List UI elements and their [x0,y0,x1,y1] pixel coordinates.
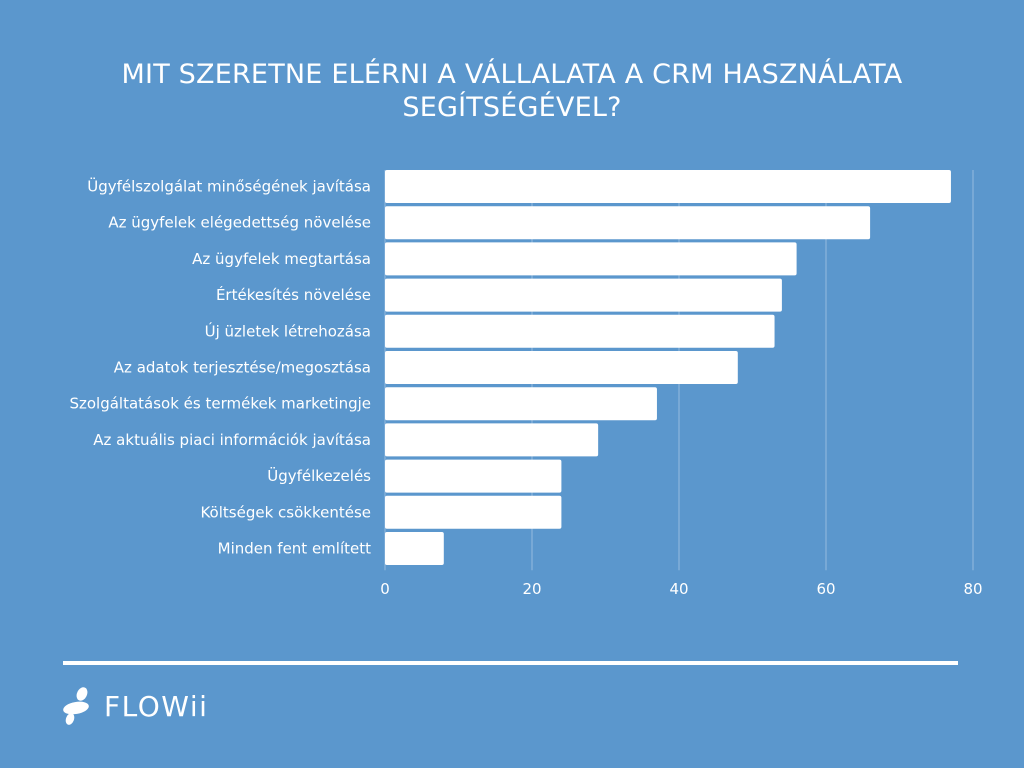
x-tick-label: 60 [816,580,835,598]
bar [385,532,444,565]
bar [385,170,951,203]
category-label: Minden fent említett [218,540,371,558]
brand-logo: FLOWii [62,686,208,726]
category-label: Szolgáltatások és termékek marketingje [69,395,371,413]
bar [385,206,871,240]
x-tick-label: 40 [669,580,688,598]
x-tick-label: 80 [963,580,982,598]
chart-bars [385,170,951,565]
x-tick-label: 20 [522,580,541,598]
category-labels: Ügyfélszolgálat minőségének javítása Az ü… [69,177,371,558]
chart-title-line-1: MIT SZERETNE ELÉRNI A VÁLLALATA A CRM HA… [121,59,903,90]
category-label: Értékesítés növelése [216,285,371,304]
bar [385,242,797,276]
bar [385,423,599,457]
bar [385,351,738,384]
x-tick-label: 0 [380,580,390,598]
category-label: Az aktuális piaci információk javítása [93,431,371,449]
category-label: Az ügyfelek megtartása [192,250,371,268]
bar [385,387,657,421]
category-label: Az adatok terjesztése/megosztása [114,359,371,377]
category-label: Költségek csökkentése [200,503,371,521]
category-label: Az ügyfelek elégedettség növelése [108,214,371,232]
category-label: Ügyfélkezelés [267,466,371,485]
bar [385,459,562,493]
chart-title: MIT SZERETNE ELÉRNI A VÁLLALATA A CRM HA… [0,58,1024,124]
brand-name: FLOWii [104,689,209,723]
bar [385,495,562,529]
footer-divider [63,661,958,665]
category-label: Ügyfélszolgálat minőségének javítása [87,177,371,196]
bar [385,278,782,312]
x-axis-tick-labels: 0 20 40 60 80 [380,580,982,598]
category-label: Új üzletek létrehozása [205,321,371,340]
flowii-logo-icon [63,687,89,725]
bar [385,314,775,348]
chart-title-line-2: SEGÍTSÉGÉVEL? [402,92,622,123]
